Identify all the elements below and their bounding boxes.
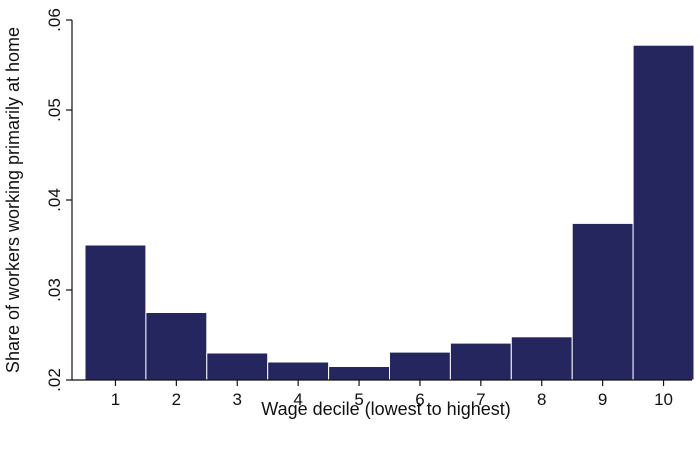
x-tick-label: 3	[233, 390, 242, 409]
x-tick-label: 8	[537, 390, 546, 409]
bar-decile-5	[328, 366, 391, 381]
x-tick-label: 10	[654, 390, 673, 409]
x-tick-label: 9	[598, 390, 607, 409]
bar-decile-7	[449, 342, 512, 381]
bars-group	[84, 44, 695, 381]
x-tick-label: 7	[476, 390, 485, 409]
bar-decile-3	[206, 352, 269, 381]
bar-decile-10	[632, 44, 695, 381]
x-tick-label: 4	[293, 390, 302, 409]
y-tick-label: .02	[45, 368, 64, 392]
bar-decile-4	[267, 361, 330, 381]
bar-decile-9	[571, 222, 634, 381]
y-tick-label: .05	[45, 98, 64, 122]
x-tick-label: 5	[354, 390, 363, 409]
x-axis-title: Wage decile (lowest to highest)	[261, 399, 510, 419]
y-tick-label: .06	[45, 8, 64, 32]
bar-decile-1	[84, 244, 147, 381]
bar-decile-8	[510, 336, 573, 381]
x-tick-label: 2	[172, 390, 181, 409]
y-tick-label: .04	[45, 188, 64, 212]
y-tick-label: .03	[45, 278, 64, 302]
y-ticks-group: .02 .03 .04 .05 .06	[45, 8, 72, 392]
y-axis-title: Share of workers working primarily at ho…	[3, 27, 23, 373]
bar-decile-2	[145, 312, 208, 381]
x-tick-label: 6	[415, 390, 424, 409]
bar-decile-6	[389, 351, 451, 381]
x-ticks-group: 1 2 3 4 5 6 7 8 9 10	[111, 380, 673, 409]
x-tick-label: 1	[111, 390, 120, 409]
